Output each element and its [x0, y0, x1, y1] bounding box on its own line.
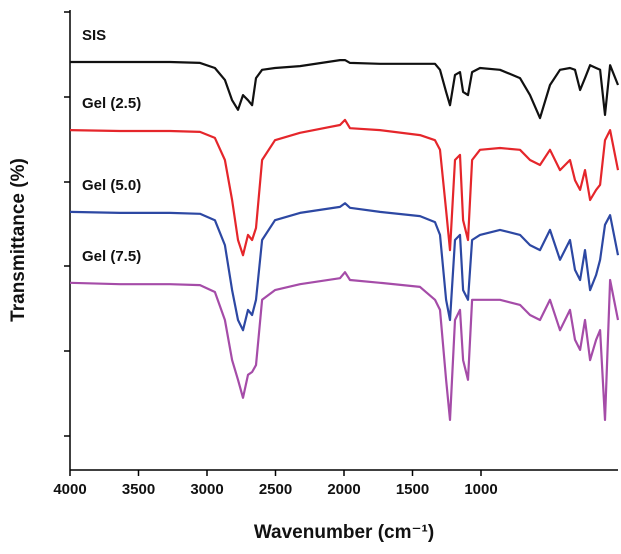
x-tick-label: 4000: [53, 481, 86, 498]
x-tick-label: 2500: [259, 481, 292, 498]
x-axis-label: Wavenumber (cm⁻¹): [254, 522, 434, 543]
y-axis-label: Transmittance (%): [8, 158, 29, 322]
x-tick-label: 1500: [396, 481, 429, 498]
spectrum-line: [69, 118, 620, 257]
x-tick-label: 2000: [327, 481, 360, 498]
spectrum-line: [70, 59, 620, 120]
spectrum-line: [69, 202, 620, 332]
series-label: Gel (2.5): [82, 95, 141, 112]
x-tick-label: 1000: [464, 481, 497, 498]
series-label: SIS: [82, 27, 106, 44]
y-axis-ticks: [64, 11, 70, 437]
x-tick-label: 3000: [190, 481, 223, 498]
spectrum-line: [69, 271, 620, 421]
x-tick-label: 3500: [122, 481, 155, 498]
series-label: Gel (7.5): [82, 248, 141, 265]
series-label: Gel (5.0): [82, 177, 141, 194]
